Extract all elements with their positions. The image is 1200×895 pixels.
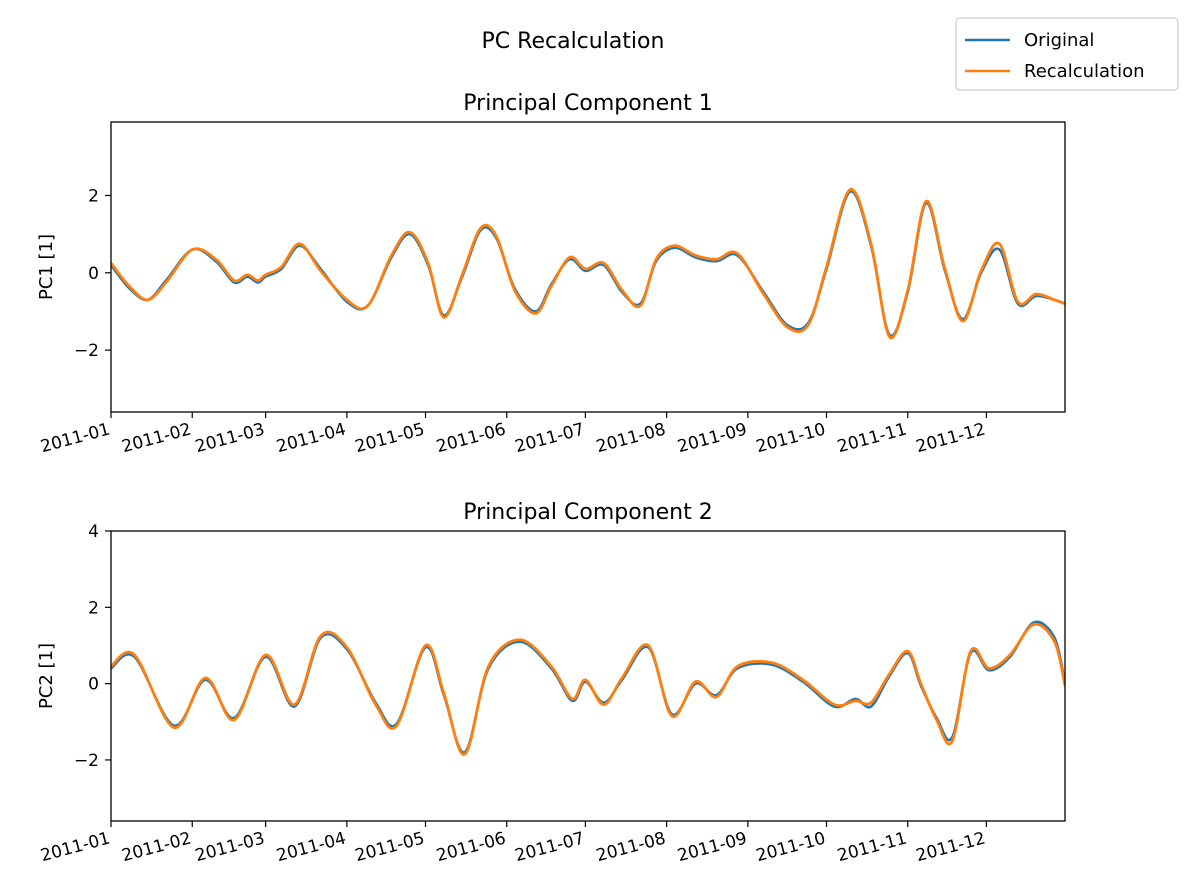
- y-tick-label: −2: [74, 751, 99, 771]
- legend: Original Recalculation: [955, 17, 1179, 91]
- x-tick-label: 2011-08: [594, 420, 668, 458]
- x-tick-label: 2011-11: [835, 420, 909, 458]
- x-tick-label: 2011-10: [754, 829, 828, 867]
- x-tick-label: 2011-08: [594, 829, 668, 867]
- x-tick-label: 2011-01: [39, 420, 113, 458]
- x-tick-label: 2011-05: [353, 829, 427, 867]
- x-tick-label: 2011-05: [353, 420, 427, 458]
- axes-title: Principal Component 2: [463, 500, 712, 525]
- x-tick-label: 2011-03: [193, 420, 267, 458]
- series-line-recalculation: [111, 622, 1065, 756]
- panel-pc1: Principal Component 1 PC1 [1] −2 0 2 2011-0…: [36, 91, 1066, 458]
- series-line-recalculation: [111, 188, 1065, 340]
- x-tick-label: 2011-09: [675, 420, 749, 458]
- x-tick-label: 2011-06: [434, 420, 508, 458]
- x-tick-label: 2011-04: [274, 829, 348, 867]
- axes-frame: [110, 121, 1066, 413]
- y-tick-label: 4: [88, 522, 99, 542]
- y-tick-label: 0: [88, 264, 99, 284]
- y-tick-label: 0: [88, 675, 99, 695]
- x-tick-label: 2011-11: [835, 829, 909, 867]
- x-tick-label: 2011-07: [513, 420, 587, 458]
- y-tick-label: −2: [74, 341, 99, 361]
- x-tick-label: 2011-04: [274, 420, 348, 458]
- panel-pc2: Principal Component 2 PC2 [1] −2 0 2 4 2011-…: [36, 500, 1066, 867]
- legend-label-original: Original: [1024, 30, 1094, 51]
- axes-frame: [110, 530, 1066, 822]
- x-tick-label: 2011-09: [675, 829, 749, 867]
- legend-frame: [955, 17, 1179, 91]
- y-tick-label: 2: [88, 598, 99, 618]
- figure-title: PC Recalculation: [482, 29, 665, 54]
- x-tick-label: 2011-06: [434, 829, 508, 867]
- y-axis-label: PC1 [1]: [36, 234, 57, 300]
- x-tick-label: 2011-03: [193, 829, 267, 867]
- x-tick-label: 2011-07: [513, 829, 587, 867]
- x-tick-label: 2011-12: [914, 420, 988, 458]
- axes-title: Principal Component 1: [463, 91, 712, 116]
- x-tick-label: 2011-01: [39, 829, 113, 867]
- x-tick-label: 2011-10: [754, 420, 828, 458]
- y-tick-label: 2: [88, 186, 99, 206]
- x-tick-label: 2011-02: [120, 829, 194, 867]
- y-axis-label: PC2 [1]: [36, 643, 57, 709]
- x-tick-label: 2011-02: [120, 420, 194, 458]
- x-tick-label: 2011-12: [914, 829, 988, 867]
- legend-label-recalculation: Recalculation: [1024, 61, 1145, 82]
